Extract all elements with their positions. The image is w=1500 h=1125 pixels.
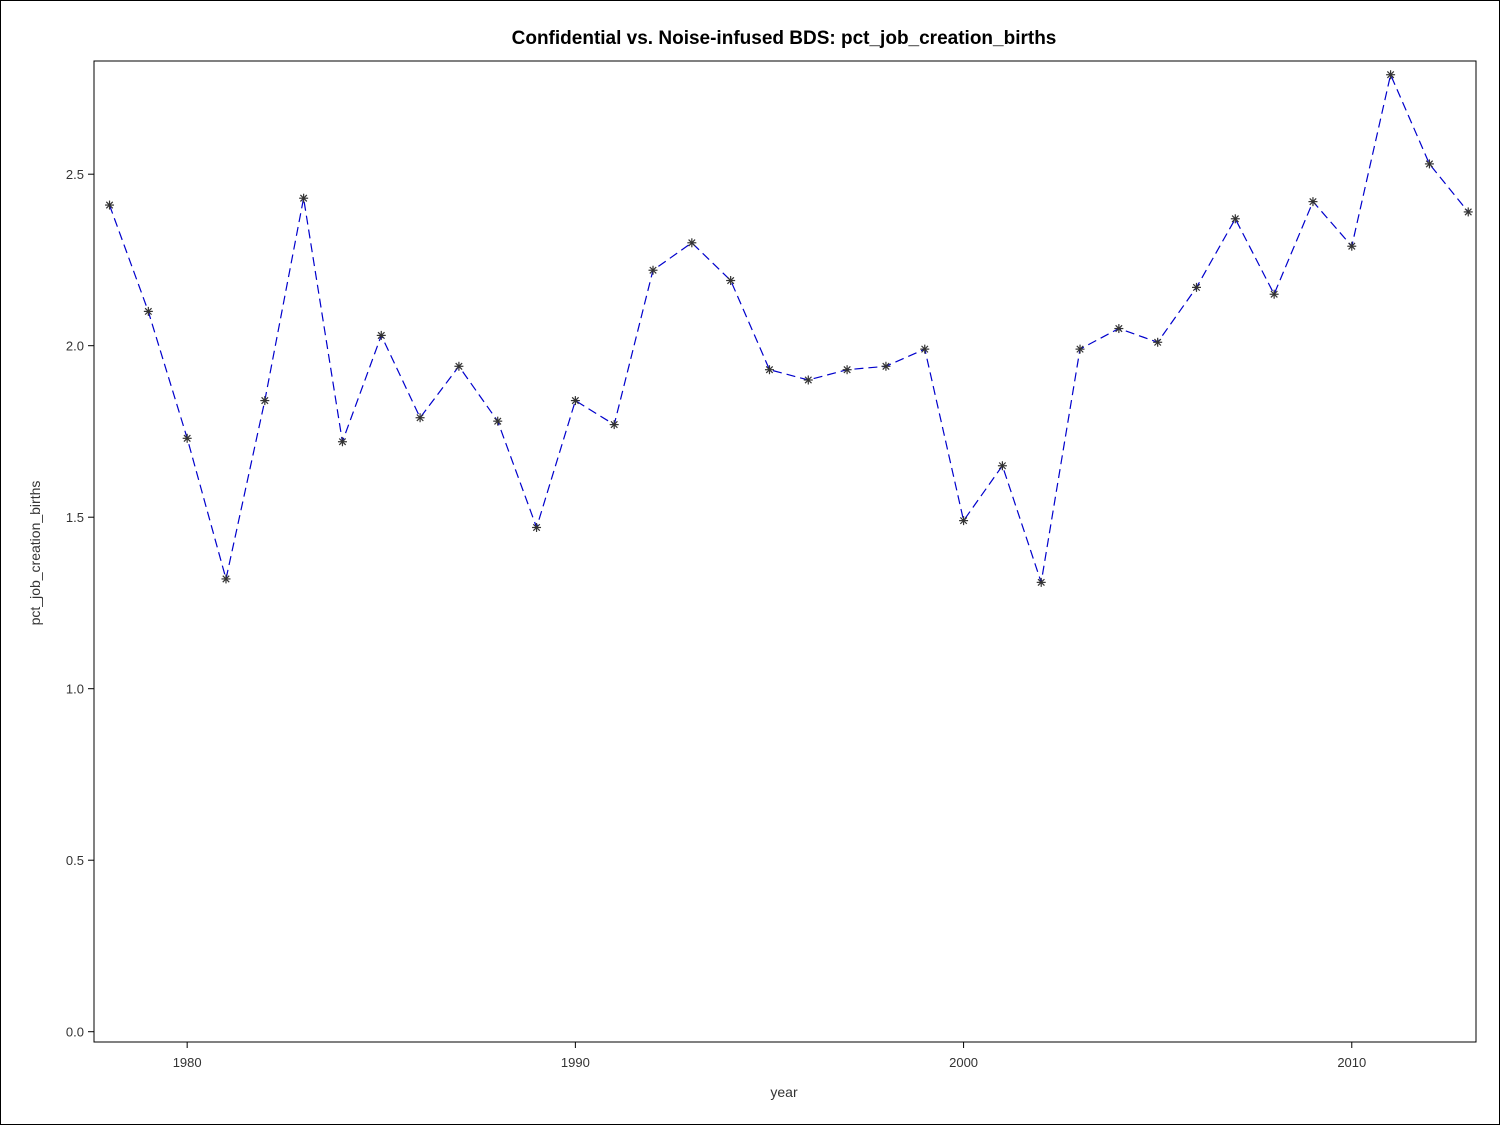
series-line — [108, 72, 1469, 583]
data-point — [493, 416, 503, 426]
data-point — [1153, 337, 1163, 347]
data-point — [532, 522, 542, 532]
data-point — [1347, 241, 1357, 251]
y-tick-label: 2.5 — [66, 167, 84, 182]
data-point — [959, 516, 969, 526]
x-tick-label: 1990 — [561, 1055, 590, 1070]
data-point — [105, 200, 115, 210]
data-point — [1075, 344, 1085, 354]
data-point — [415, 413, 425, 423]
data-point — [1463, 207, 1473, 217]
plot-area — [93, 60, 1477, 1043]
data-point — [726, 276, 736, 286]
y-tick-label: 0.0 — [66, 1025, 84, 1040]
y-axis: 0.0 0.5 1.0 1.5 2.0 2.5 — [66, 167, 94, 1040]
y-tick-label: 2.0 — [66, 339, 84, 354]
data-point — [1191, 282, 1201, 292]
x-tick-label: 2010 — [1337, 1055, 1366, 1070]
y-tick-label: 0.5 — [66, 853, 84, 868]
data-point — [1269, 289, 1279, 299]
data-point — [764, 365, 774, 375]
data-point — [648, 265, 658, 275]
x-axis-label: year — [770, 1084, 798, 1100]
data-point — [881, 361, 891, 371]
data-point — [299, 193, 309, 203]
data-point — [1386, 70, 1396, 80]
x-tick-label: 2000 — [949, 1055, 978, 1070]
data-point — [376, 330, 386, 340]
data-point — [337, 437, 347, 447]
data-point — [1114, 324, 1124, 334]
data-point — [260, 396, 270, 406]
data-point — [803, 375, 813, 385]
data-point — [687, 238, 697, 248]
y-tick-label: 1.0 — [66, 682, 84, 697]
data-point — [182, 433, 192, 443]
x-axis: 1980 1990 2000 2010 — [173, 1042, 1366, 1070]
y-axis-label: pct_job_creation_births — [27, 481, 43, 626]
data-point — [609, 420, 619, 430]
data-point — [143, 306, 153, 316]
data-point — [1424, 159, 1434, 169]
chart-title: Confidential vs. Noise-infused BDS: pct_… — [512, 28, 1057, 49]
data-point — [997, 461, 1007, 471]
data-point — [842, 365, 852, 375]
data-point — [920, 344, 930, 354]
data-point — [570, 396, 580, 406]
y-tick-label: 1.5 — [66, 510, 84, 525]
data-point — [1308, 197, 1318, 207]
data-point — [221, 574, 231, 584]
data-point — [454, 361, 464, 371]
data-point — [1036, 577, 1046, 587]
x-tick-label: 1980 — [173, 1055, 202, 1070]
data-point — [1230, 214, 1240, 224]
series-markers — [105, 70, 1473, 587]
